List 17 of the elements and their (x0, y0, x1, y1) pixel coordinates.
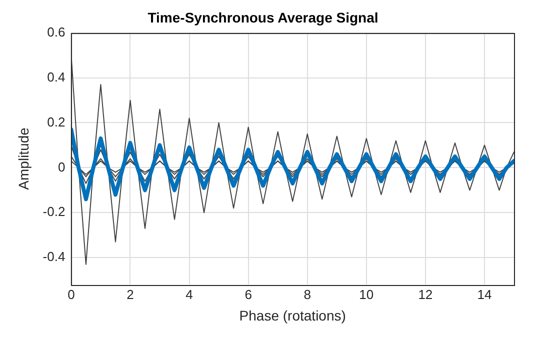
x-tick-label: 6 (244, 286, 252, 302)
y-tick-label: 0 (58, 159, 66, 174)
x-tick-label: 8 (304, 286, 311, 302)
y-tick-label: 0.6 (47, 24, 66, 40)
x-tick-label: 10 (359, 286, 374, 302)
y-tick-label: -0.2 (42, 204, 66, 220)
x-axis-title: Phase (rotations) (239, 307, 346, 324)
y-tick-label: 0.2 (47, 114, 66, 130)
y-axis-title: Amplitude (15, 127, 32, 190)
y-tick-label: 0.4 (47, 69, 66, 84)
x-tick-label: 12 (418, 286, 433, 302)
x-tick-label: 2 (126, 286, 134, 302)
chart-title: Time-Synchronous Average Signal (148, 9, 378, 26)
y-tick-label: -0.4 (42, 249, 66, 264)
x-tick-label: 4 (186, 286, 193, 302)
x-tick-label: 0 (68, 286, 75, 302)
x-tick-label: 14 (477, 286, 492, 302)
